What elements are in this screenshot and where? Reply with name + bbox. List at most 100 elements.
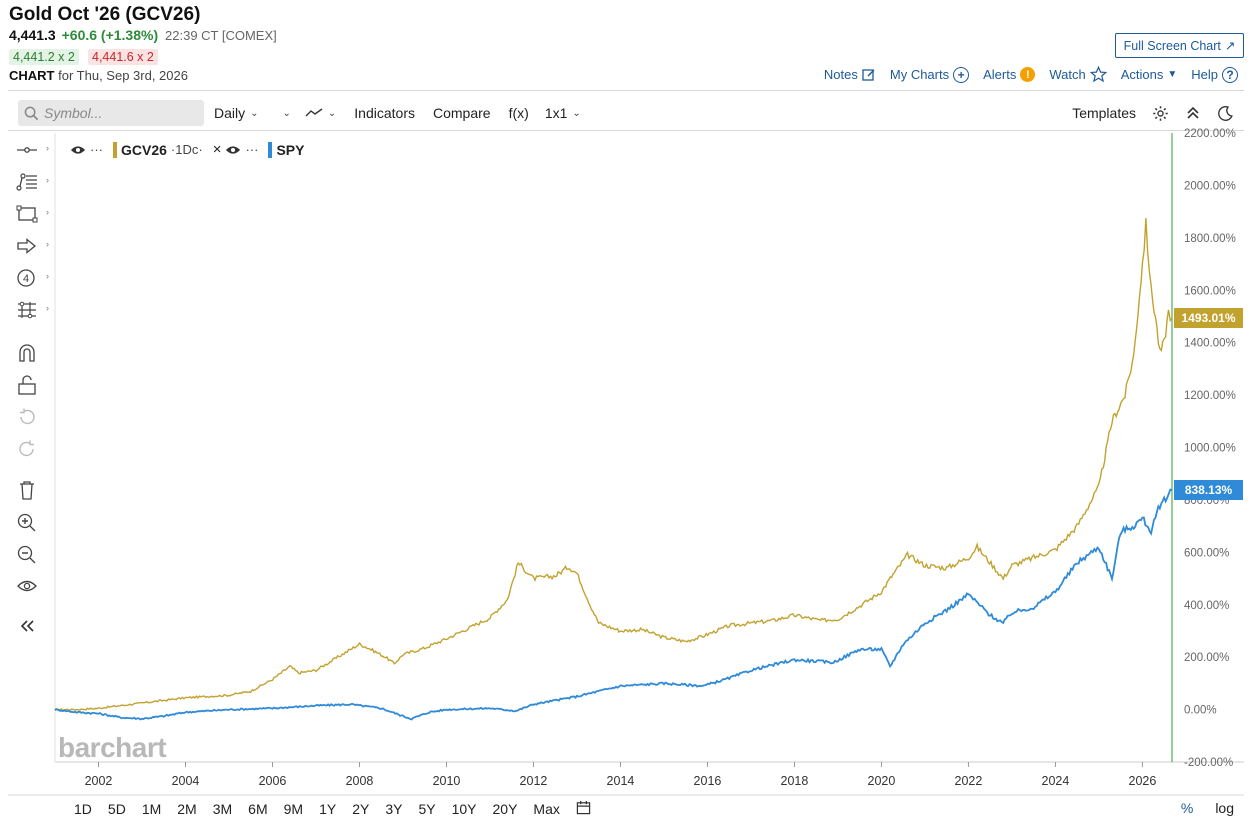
compare-button[interactable]: Compare: [433, 105, 491, 121]
actions-label: Actions: [1120, 67, 1164, 82]
chart-legend: ··· GCV26 ·1Dc· × ··· SPY: [70, 141, 304, 158]
eye-icon[interactable]: [225, 144, 241, 156]
chart-toolbar: Symbol... Daily ⌄ ⌄ ⌄ Indicators Compare…: [18, 99, 1234, 127]
top-links: Notes My Charts + Alerts ! Watch Actions…: [824, 66, 1238, 83]
collapse-up-icon[interactable]: [1185, 105, 1201, 121]
bid-badge: 4,441.2 x 2: [9, 49, 79, 65]
series-line-spy: [54, 488, 1173, 721]
toolbar-right: Templates: [1072, 105, 1234, 122]
quote-line: 4,441.3 +60.6 (+1.38%) 22:39 CT [COMEX]: [9, 27, 277, 43]
log-scale-button[interactable]: log: [1215, 800, 1234, 816]
x-tick-label: 2018: [781, 774, 809, 788]
measure-icon[interactable]: ›: [16, 298, 52, 322]
ask-badge: 4,441.6 x 2: [88, 49, 158, 65]
range-3y[interactable]: 3Y: [385, 801, 403, 817]
y-tick-label: 2000.00%: [1184, 180, 1236, 192]
layout-dropdown[interactable]: 1x1 ⌄: [545, 105, 581, 121]
undo-icon[interactable]: [16, 405, 52, 429]
range-2m[interactable]: 2M: [177, 801, 197, 817]
zoom-out-icon[interactable]: [16, 542, 52, 566]
y-tick-label: 0.00%: [1184, 705, 1217, 717]
range-max[interactable]: Max: [533, 801, 560, 817]
line-style-dropdown[interactable]: ⌄: [305, 107, 336, 119]
chevron-down-icon: ⌄: [572, 107, 581, 119]
lock-icon[interactable]: [16, 373, 52, 397]
symbol-search-input[interactable]: Symbol...: [18, 100, 204, 126]
range-3m[interactable]: 3M: [212, 801, 233, 817]
layout-label: 1x1: [544, 105, 568, 121]
x-tick-label: 2024: [1042, 774, 1070, 788]
moon-icon[interactable]: [1217, 105, 1234, 122]
period-dropdown[interactable]: Daily ⌄: [214, 105, 259, 121]
magnet-icon[interactable]: [16, 341, 52, 365]
calendar-icon[interactable]: [576, 800, 591, 818]
range-2y[interactable]: 2Y: [352, 801, 370, 817]
full-screen-chart-button[interactable]: Full Screen Chart ↗: [1115, 33, 1244, 58]
actions-menu[interactable]: Actions ▼: [1121, 67, 1178, 82]
x-tick-label: 2006: [259, 774, 287, 788]
eye-icon[interactable]: [16, 574, 52, 598]
range-6m[interactable]: 6M: [248, 801, 268, 817]
range-1y[interactable]: 1Y: [319, 801, 337, 817]
trendline-icon[interactable]: ›: [16, 170, 52, 194]
my-charts-link[interactable]: My Charts +: [889, 66, 970, 83]
chart-type-dropdown[interactable]: ⌄: [283, 108, 291, 119]
remove-series-icon[interactable]: ×: [212, 141, 222, 158]
star-icon: [1089, 66, 1107, 83]
search-placeholder: Symbol...: [44, 105, 103, 121]
alerts-link[interactable]: Alerts !: [983, 67, 1036, 82]
divider: [8, 130, 1244, 131]
range-9m[interactable]: 9M: [283, 801, 304, 817]
x-tick-label: 2002: [85, 774, 113, 788]
range-10y[interactable]: 10Y: [451, 801, 477, 817]
percent-scale-button[interactable]: %: [1180, 800, 1194, 816]
x-tick-label: 2012: [520, 774, 548, 788]
templates-button[interactable]: Templates: [1072, 105, 1136, 121]
watch-link[interactable]: Watch: [1049, 66, 1107, 83]
range-5y[interactable]: 5Y: [418, 801, 436, 817]
indicators-button[interactable]: Indicators: [354, 105, 415, 121]
full-screen-label: Full Screen Chart: [1123, 38, 1221, 53]
range-20y[interactable]: 20Y: [492, 801, 518, 817]
spy-last-value-badge: 838.13%: [1174, 479, 1243, 500]
barchart-logo: barchart: [58, 732, 167, 763]
function-button[interactable]: f(x): [509, 105, 529, 121]
crosshair-icon[interactable]: ›: [16, 138, 52, 162]
zoom-in-icon[interactable]: [16, 510, 52, 534]
svg-text:4: 4: [23, 273, 29, 285]
range-5d[interactable]: 5D: [107, 801, 126, 817]
legend-interval: ·1Dc·: [170, 142, 203, 157]
notes-link[interactable]: Notes: [824, 67, 876, 82]
help-link[interactable]: Help ?: [1191, 66, 1238, 83]
collapse-icon[interactable]: [16, 614, 52, 638]
notes-label: Notes: [823, 67, 858, 82]
chevron-down-icon: ⌄: [250, 107, 259, 119]
alert-icon: !: [1020, 67, 1036, 82]
gear-icon[interactable]: [1152, 105, 1169, 122]
y-tick-label: 1200.00%: [1184, 390, 1236, 402]
period-label: Daily: [214, 105, 246, 121]
help-label: Help: [1191, 67, 1218, 82]
range-1d[interactable]: 1D: [74, 801, 92, 817]
search-icon: [24, 106, 39, 120]
arrow-icon[interactable]: ›: [16, 234, 52, 258]
y-tick-label: 200.00%: [1184, 652, 1229, 664]
redo-icon[interactable]: [16, 437, 52, 461]
my-charts-label: My Charts: [889, 67, 950, 82]
page-title: Gold Oct '26 (GCV26): [9, 4, 201, 25]
rectangle-icon[interactable]: ›: [16, 202, 52, 226]
caret-down-icon: ▼: [1167, 69, 1178, 80]
price-change: +60.6 (+1.38%): [61, 27, 159, 43]
series-color-swatch: [113, 141, 117, 158]
quote-time: 22:39 CT [COMEX]: [165, 28, 277, 43]
trash-icon[interactable]: [16, 478, 52, 502]
count-icon[interactable]: 4 ›: [16, 266, 52, 290]
more-icon[interactable]: ···: [90, 142, 103, 157]
range-1m[interactable]: 1M: [141, 801, 162, 817]
series-color-swatch: [268, 141, 273, 158]
chart-label: CHART: [9, 68, 55, 83]
eye-icon[interactable]: [70, 144, 86, 156]
more-icon[interactable]: ···: [245, 142, 259, 157]
